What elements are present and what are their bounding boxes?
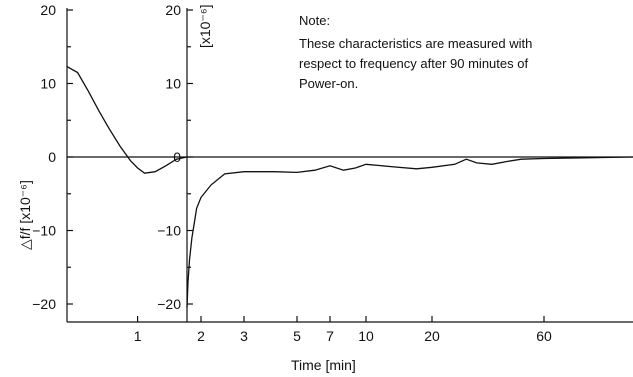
note-line-3: Power-on.	[299, 76, 358, 91]
left-x-tick-label: 1	[134, 328, 142, 344]
right-panel-series-line	[186, 156, 633, 308]
left-y-tick-label: −20	[32, 296, 56, 312]
note-line-2: respect to frequency after 90 minutes of	[299, 56, 528, 71]
right-y-tick-label: 10	[165, 76, 181, 92]
right-x-tick-label: 5	[293, 328, 301, 344]
left-y-tick-label: 10	[40, 76, 56, 92]
right-y-tick-label: −10	[157, 223, 181, 239]
right-x-tick-label: 2	[197, 328, 205, 344]
left-panel: 20 10 0 −10 −20 1	[32, 2, 188, 344]
right-x-tick-label: 7	[326, 328, 334, 344]
left-y-tick-label: 20	[40, 2, 56, 18]
right-x-tick-label: 10	[358, 328, 374, 344]
x-axis-title: Time [min]	[291, 357, 356, 373]
right-y-tick-label: 20	[165, 2, 181, 18]
y-axis-title-right: [x10⁻⁶]	[197, 4, 213, 48]
note-block: Note: These characteristics are measured…	[299, 13, 532, 91]
note-title: Note:	[299, 13, 330, 28]
note-line-1: These characteristics are measured with	[299, 36, 532, 51]
right-y-tick-label: −20	[157, 296, 181, 312]
y-axis-title-left: △f/f [x10⁻⁶]	[17, 180, 33, 250]
right-x-tick-label: 3	[240, 328, 248, 344]
right-x-tick-label: 60	[536, 328, 552, 344]
left-panel-series-line	[66, 66, 188, 174]
left-y-tick-label: 0	[48, 149, 56, 165]
right-x-tick-label: 20	[424, 328, 440, 344]
left-y-tick-label: −10	[32, 223, 56, 239]
